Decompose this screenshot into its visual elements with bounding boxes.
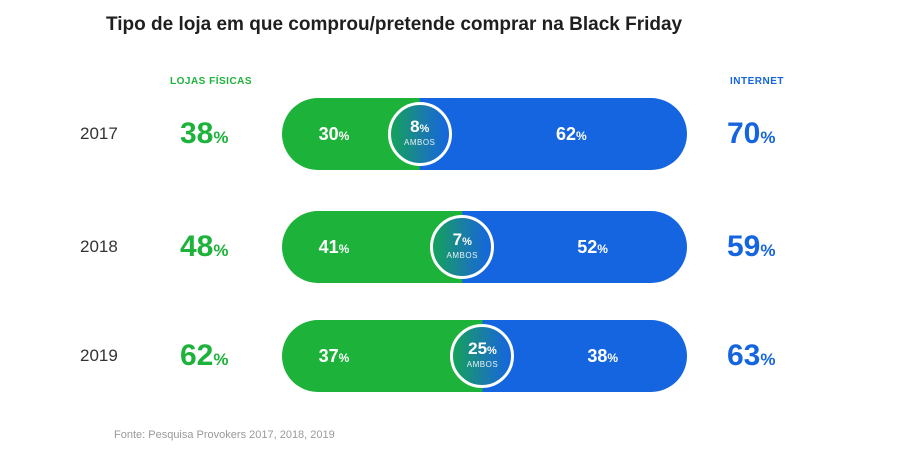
both-label: AMBOS — [403, 138, 436, 147]
both-value: 7 — [452, 230, 463, 249]
both-label: AMBOS — [466, 360, 499, 369]
physical-only-unit: % — [338, 129, 350, 143]
both-unit: % — [419, 123, 430, 135]
internet-total-value: 70 — [727, 117, 761, 150]
internet-total-value: 63 — [727, 339, 761, 372]
source-note: Fonte: Pesquisa Provokers 2017, 2018, 20… — [114, 429, 335, 441]
internet-only-label: 62% — [556, 98, 587, 170]
physical-total-unit: % — [213, 128, 229, 147]
both-value: 25 — [468, 339, 488, 358]
physical-only-value: 41 — [318, 237, 339, 257]
internet-bar-segment — [448, 211, 687, 283]
chart-row-2018: 2018 48% 59% 41% 52% 7% AMBOS — [0, 211, 900, 283]
physical-total-unit: % — [213, 350, 229, 369]
internet-only-unit: % — [597, 242, 608, 256]
column-header-physical-stores: LOJAS FÍSICAS — [170, 76, 253, 87]
year-label: 2017 — [80, 124, 118, 143]
physical-only-label: 30% — [319, 98, 350, 170]
internet-total: 70% — [727, 98, 776, 170]
internet-only-value: 52 — [577, 237, 598, 257]
both-label: AMBOS — [446, 251, 478, 260]
physical-total: 38% — [180, 98, 229, 170]
internet-only-unit: % — [576, 129, 587, 143]
physical-only-unit: % — [338, 351, 350, 365]
physical-only-unit: % — [338, 242, 350, 256]
physical-total-value: 48 — [180, 230, 214, 263]
internet-total-unit: % — [760, 350, 776, 369]
chart-row-2017: 2017 38% 70% 30% 62% 8% AMBOS — [0, 98, 900, 170]
both-value: 25% — [453, 340, 511, 360]
chart-title: Tipo de loja em que comprou/pretende com… — [106, 14, 683, 35]
internet-total-unit: % — [760, 128, 776, 147]
column-header-internet: INTERNET — [730, 76, 784, 87]
physical-total: 48% — [180, 211, 229, 283]
internet-bar-segment — [403, 98, 687, 170]
internet-only-value: 62 — [555, 124, 577, 144]
physical-total-unit: % — [213, 241, 229, 260]
both-value: 8 — [410, 117, 420, 136]
both-circle: 8% AMBOS — [387, 102, 452, 166]
physical-only-label: 37% — [319, 320, 350, 392]
both-unit: % — [487, 345, 497, 357]
both-circle: 25% AMBOS — [450, 324, 515, 388]
internet-total-value: 59 — [727, 230, 761, 263]
year-label: 2018 — [80, 237, 118, 256]
internet-only-unit: % — [607, 351, 619, 365]
both-value: 8% — [391, 118, 449, 138]
physical-total-value: 38 — [180, 117, 214, 150]
both-value: 7% — [433, 231, 491, 251]
internet-only-label: 52% — [577, 211, 608, 283]
physical-only-value: 30 — [318, 124, 339, 144]
internet-total: 63% — [727, 320, 776, 392]
internet-only-label: 38% — [587, 320, 618, 392]
internet-only-value: 38 — [587, 346, 608, 366]
physical-only-value: 37 — [318, 346, 339, 366]
physical-total: 62% — [180, 320, 229, 392]
internet-total-unit: % — [760, 241, 776, 260]
internet-total: 59% — [727, 211, 776, 283]
both-circle: 7% AMBOS — [430, 215, 495, 279]
both-unit: % — [462, 236, 472, 248]
physical-total-value: 62 — [180, 339, 214, 372]
year-label: 2019 — [80, 346, 118, 365]
physical-only-label: 41% — [319, 211, 350, 283]
chart-row-2019: 2019 62% 63% 37% 38% 25% AMBOS — [0, 320, 900, 392]
